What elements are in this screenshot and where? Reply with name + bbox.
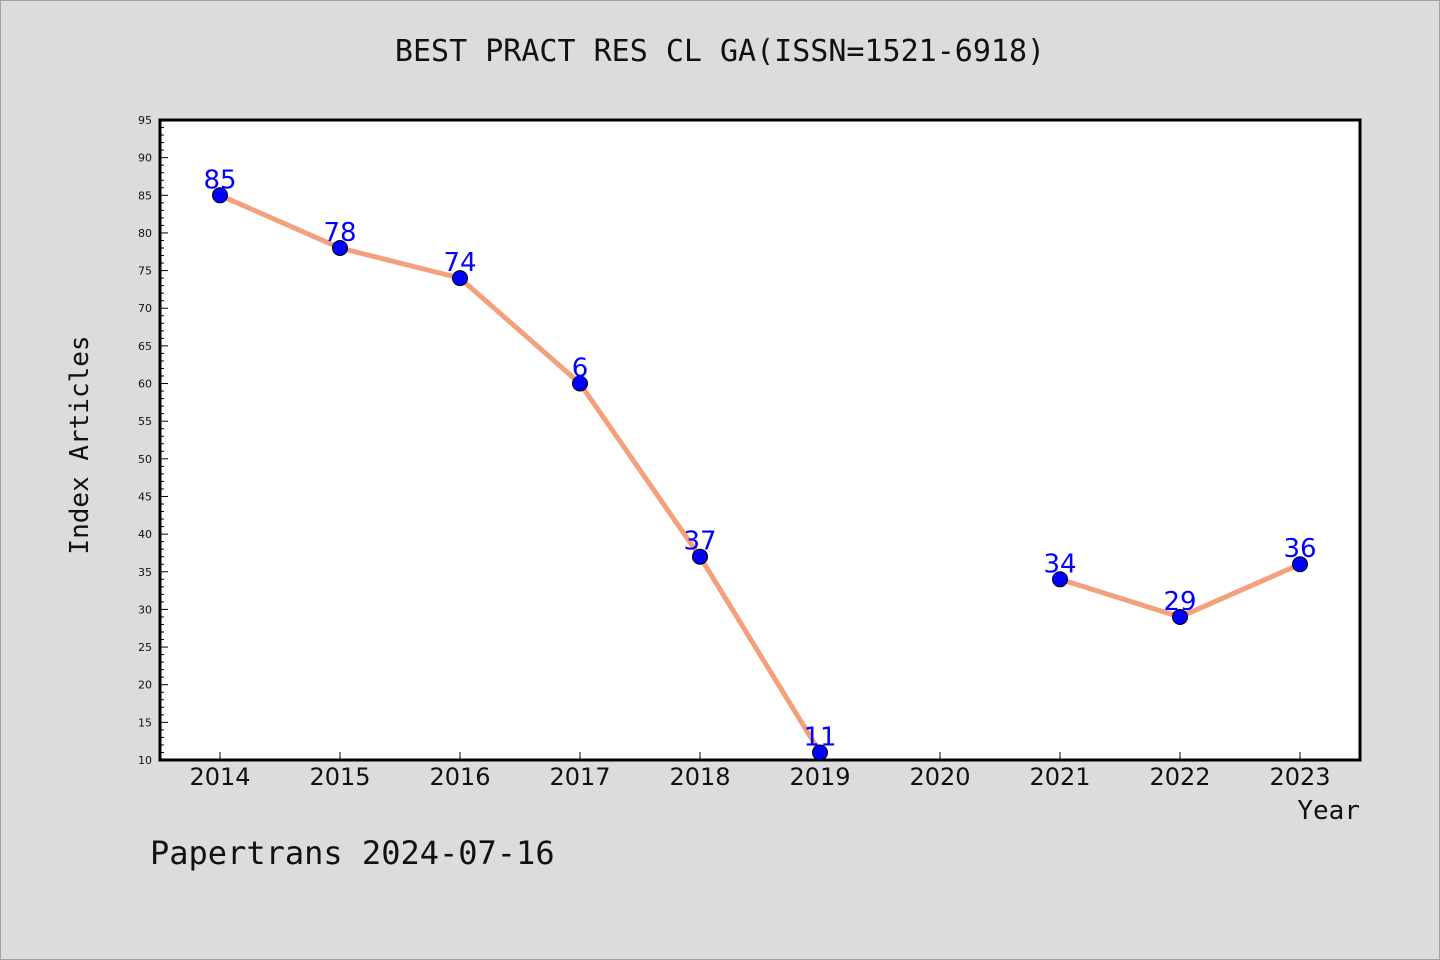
data-label: 37: [683, 527, 716, 557]
data-label: 78: [323, 218, 356, 248]
x-tick-label: 2018: [669, 763, 730, 791]
y-tick-label: 35: [138, 566, 152, 579]
x-tick-label: 2014: [189, 763, 250, 791]
data-label: 6: [572, 354, 589, 384]
data-label: 36: [1283, 534, 1316, 564]
data-point: [572, 375, 588, 392]
y-tick-label: 20: [138, 679, 152, 692]
x-tick-label: 2015: [309, 763, 370, 791]
x-tick-label: 2016: [429, 763, 490, 791]
y-tick-label: 90: [138, 152, 152, 165]
y-tick-label: 50: [138, 453, 152, 466]
x-axis-label: Year: [1297, 796, 1360, 826]
y-tick-label: 85: [138, 189, 152, 202]
data-labels: 85 78 74 6 37 11 34 29 36: [203, 165, 1316, 752]
plot-area: [158, 118, 1362, 762]
x-axis: 2014 2015 2016 2017 2018 2019 2020 2021 2022 2023: [189, 752, 1331, 791]
y-tick-label: 10: [138, 754, 152, 767]
data-point: [1172, 608, 1188, 625]
x-tick-label: 2022: [1149, 763, 1210, 791]
y-tick-label: 60: [138, 378, 152, 391]
y-tick-label: 45: [138, 490, 152, 503]
x-tick-label: 2019: [789, 763, 850, 791]
y-tick-label: 15: [138, 716, 152, 729]
x-tick-label: 2021: [1029, 763, 1090, 791]
y-tick-label: 40: [138, 528, 152, 541]
data-point: [812, 744, 828, 761]
data-label: 34: [1043, 549, 1076, 579]
x-tick-label: 2017: [549, 763, 610, 791]
data-label: 29: [1163, 587, 1196, 617]
chart-title: BEST PRACT RES CL GA(ISSN=1521-6918): [394, 34, 1046, 69]
y-tick-label: 80: [138, 227, 152, 240]
y-axis: 10 15 20 25 30 35 40 45 50 55 60 65 70 75 80 85 90 95: [138, 114, 168, 767]
x-tick-label: 2020: [909, 763, 970, 791]
data-point: [212, 187, 228, 204]
data-point: [332, 240, 348, 256]
y-tick-label: 30: [138, 603, 152, 616]
data-label: 74: [443, 248, 476, 278]
y-tick-label: 75: [138, 265, 152, 278]
data-label: 85: [203, 165, 236, 195]
y-tick-label: 55: [138, 415, 152, 428]
data-point: [452, 270, 468, 287]
data-point: [1052, 571, 1068, 588]
y-tick-label: 95: [138, 114, 152, 127]
series-line: [217, 192, 823, 755]
data-label: 11: [803, 722, 836, 752]
y-tick-label: 70: [138, 302, 152, 315]
data-point: [1292, 556, 1308, 573]
x-tick-label: 2023: [1269, 763, 1330, 791]
footer-text: Papertrans 2024-07-16: [150, 834, 555, 872]
data-point: [692, 548, 708, 565]
y-tick-label: 65: [138, 340, 152, 353]
y-tick-label: 25: [138, 641, 152, 654]
series-points: [212, 187, 1308, 761]
